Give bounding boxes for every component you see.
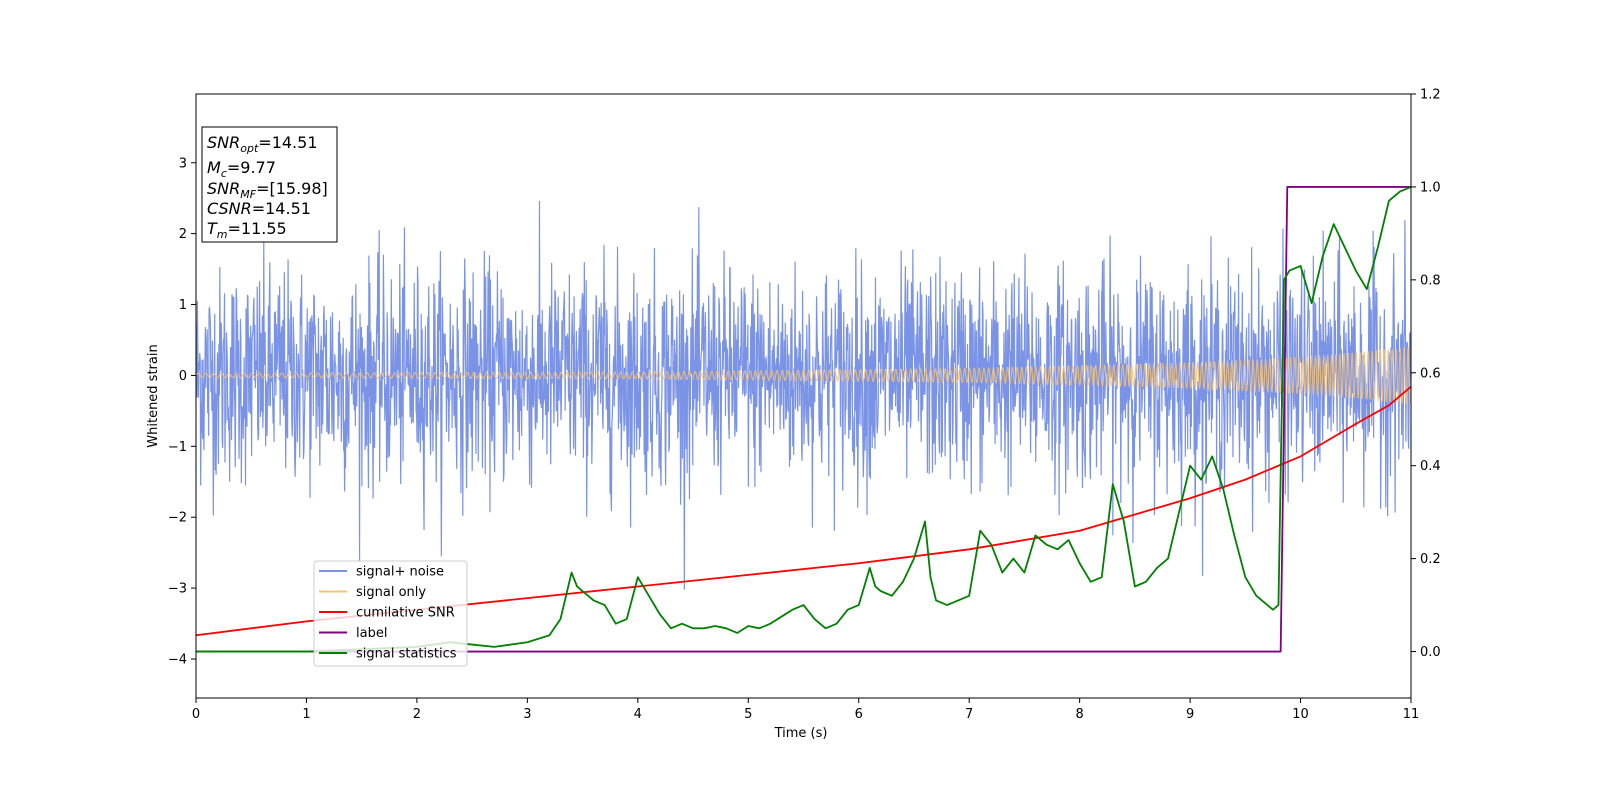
y-tick-label: 0 <box>179 369 187 384</box>
y2-tick-label: 0.8 <box>1420 273 1441 288</box>
y-tick-label: 1 <box>179 298 187 313</box>
y-tick-label: 2 <box>179 227 187 242</box>
y2-tick-label: 0.2 <box>1420 552 1441 567</box>
y-tick-label: 3 <box>179 156 187 171</box>
annotation-line: SNRopt=14.51 <box>207 133 318 155</box>
y-tick-label: −1 <box>168 440 187 455</box>
x-tick-label: 5 <box>744 707 752 722</box>
x-tick-label: 6 <box>855 707 863 722</box>
series-signal-noise <box>196 200 1411 590</box>
y2-tick-label: 1.0 <box>1420 180 1441 195</box>
y-tick-label: −2 <box>168 511 187 526</box>
annotation-frame <box>201 126 338 243</box>
legend-label: label <box>356 626 387 641</box>
x-tick-label: 3 <box>523 707 531 722</box>
series-signal-statistics <box>196 186 1411 653</box>
y-axis-left: −4 −3 −2 −1 0 1 2 3 <box>168 156 196 668</box>
legend-frame <box>313 560 468 667</box>
y-axis-title: Whitened strain <box>146 344 161 447</box>
legend: signal+ noise signal only cumilative SNR la… <box>313 560 468 667</box>
x-tick-label: 10 <box>1292 707 1309 722</box>
annotation-box: SNRopt=14.51 Mc=9.77SNRMF=[15.98]CSNR=14.… <box>201 126 338 243</box>
y-tick-label: −4 <box>168 653 187 668</box>
y2-tick-label: 0.4 <box>1420 459 1441 474</box>
legend-label: signal only <box>356 585 426 600</box>
series-label <box>196 186 1411 653</box>
annotation-line: Mc=9.77 <box>207 158 276 180</box>
x-tick-label: 9 <box>1186 707 1194 722</box>
legend-label: cumilative SNR <box>356 606 455 621</box>
annotation-line: SNRMF=[15.98] <box>207 179 328 201</box>
x-tick-label: 4 <box>634 707 642 722</box>
annotation-line: CSNR=14.51 <box>207 199 311 218</box>
x-axis-title: Time (s) <box>774 726 828 741</box>
x-tick-label: 8 <box>1075 707 1083 722</box>
y-axis-right: 0.0 0.2 0.4 0.6 0.8 1.0 1.2 <box>1411 88 1441 660</box>
series-signal-only <box>196 347 1411 404</box>
annotation-line: Tm=11.55 <box>207 219 287 241</box>
y2-tick-label: 1.2 <box>1420 88 1441 103</box>
x-tick-label: 1 <box>302 707 310 722</box>
y2-tick-label: 0.0 <box>1420 645 1441 660</box>
legend-label: signal+ noise <box>356 565 444 580</box>
x-tick-label: 7 <box>965 707 973 722</box>
legend-label: signal statistics <box>356 647 457 662</box>
plot-frame <box>195 93 1412 699</box>
x-axis: 0 1 2 3 4 5 6 7 8 9 10 11 <box>192 698 1419 722</box>
y2-tick-label: 0.6 <box>1420 366 1441 381</box>
x-tick-label: 11 <box>1403 707 1420 722</box>
x-tick-label: 2 <box>413 707 421 722</box>
y-tick-label: −3 <box>168 582 187 597</box>
x-tick-label: 0 <box>192 707 200 722</box>
